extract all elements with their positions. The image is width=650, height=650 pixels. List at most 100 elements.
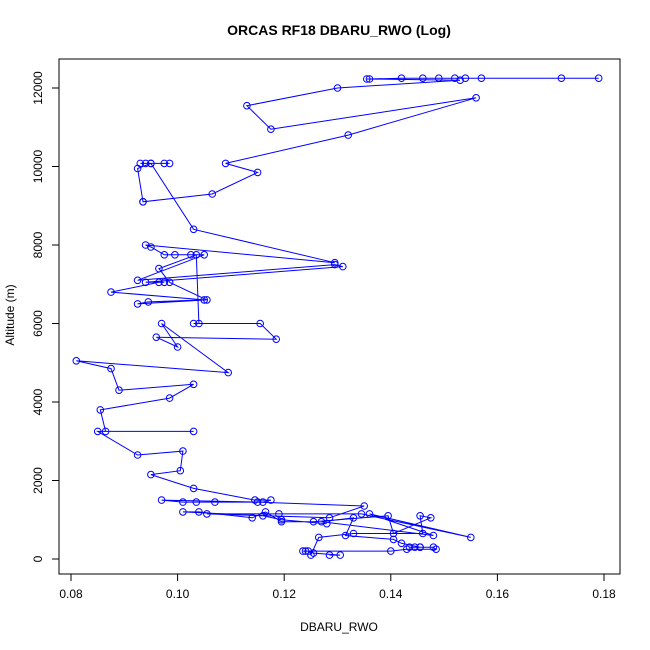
data-point <box>301 547 310 555</box>
data-point <box>165 278 174 287</box>
x-axis: 0.08 0.10 0.12 0.14 0.16 0.18 <box>59 573 616 601</box>
data-point <box>461 74 470 82</box>
data-point <box>344 131 353 139</box>
data-point <box>259 512 267 520</box>
data-point <box>389 535 398 544</box>
plot-series <box>72 74 603 559</box>
series-line <box>182 511 433 556</box>
x-axis-label: DBARU_RWO <box>300 620 378 634</box>
data-point <box>155 278 163 287</box>
data-point <box>451 74 459 82</box>
data-point <box>253 168 262 177</box>
data-point <box>141 278 150 287</box>
data-point <box>147 243 155 251</box>
data-point <box>336 551 345 559</box>
data-point <box>333 84 342 92</box>
data-point <box>189 319 198 328</box>
data-point <box>267 125 275 133</box>
data-point <box>325 551 334 559</box>
data-point <box>72 357 81 365</box>
data-point <box>96 406 105 414</box>
data-point <box>200 251 208 259</box>
data-point <box>267 496 275 504</box>
data-point <box>435 74 443 82</box>
data-point <box>139 198 147 206</box>
data-point <box>397 539 406 548</box>
data-point <box>277 517 286 526</box>
data-point <box>416 543 424 552</box>
x-tick-label: 0.12 <box>273 587 297 601</box>
data-point <box>384 512 392 520</box>
data-point <box>176 466 185 475</box>
data-point <box>224 368 232 377</box>
data-point <box>211 498 219 506</box>
data-point <box>141 159 150 168</box>
data-point <box>261 508 270 516</box>
data-point <box>141 241 150 249</box>
data-point <box>277 516 286 524</box>
data-point <box>107 288 115 296</box>
data-point <box>160 278 169 287</box>
data-point <box>192 498 201 506</box>
series-line <box>76 77 599 556</box>
y-tick-label: 12000 <box>31 71 45 105</box>
data-point <box>179 508 187 516</box>
data-point <box>253 498 262 506</box>
data-point <box>341 531 350 540</box>
data-point <box>192 251 201 259</box>
data-point <box>147 470 155 479</box>
data-point <box>208 190 216 198</box>
data-point <box>147 159 155 168</box>
data-point <box>403 545 411 554</box>
y-axis: 0 2000 4000 6000 8000 10000 12000 <box>31 71 60 562</box>
data-point <box>419 74 427 82</box>
data-point <box>419 529 427 538</box>
data-point <box>365 75 374 83</box>
data-point <box>472 94 480 102</box>
data-point <box>195 508 203 516</box>
y-tick-label: 6000 <box>31 310 45 337</box>
data-point <box>357 510 366 518</box>
data-point <box>323 519 331 528</box>
data-point <box>203 510 211 518</box>
data-point <box>331 260 339 269</box>
data-point <box>160 251 169 259</box>
data-point <box>144 298 153 306</box>
data-point <box>256 319 265 328</box>
x-tick-label: 0.16 <box>486 587 510 601</box>
data-point <box>432 545 440 554</box>
data-point <box>339 262 347 271</box>
data-point <box>248 514 256 522</box>
data-point <box>594 74 603 82</box>
data-point <box>315 533 323 542</box>
data-point <box>557 74 566 82</box>
y-tick-label: 8000 <box>31 231 45 258</box>
data-point <box>411 543 419 552</box>
data-point <box>272 335 281 344</box>
data-point <box>299 547 307 555</box>
data-point <box>189 380 198 389</box>
data-point <box>389 529 398 538</box>
y-axis-label: Altitude (m) <box>3 284 17 345</box>
data-point <box>416 512 424 520</box>
data-point <box>259 498 267 506</box>
data-point <box>157 496 166 504</box>
data-point <box>136 159 145 168</box>
data-point <box>307 551 315 559</box>
data-point <box>200 296 208 304</box>
data-point <box>165 159 174 168</box>
data-point <box>349 529 358 538</box>
data-point <box>397 74 406 82</box>
data-point <box>304 547 313 555</box>
data-point <box>179 498 187 506</box>
data-point <box>133 300 142 308</box>
data-point <box>360 502 369 510</box>
data-point <box>133 276 142 285</box>
y-tick-label: 0 <box>31 555 45 562</box>
x-tick-label: 0.08 <box>59 587 83 601</box>
data-point <box>467 533 475 542</box>
data-point <box>429 531 438 540</box>
y-tick-label: 4000 <box>31 388 45 415</box>
